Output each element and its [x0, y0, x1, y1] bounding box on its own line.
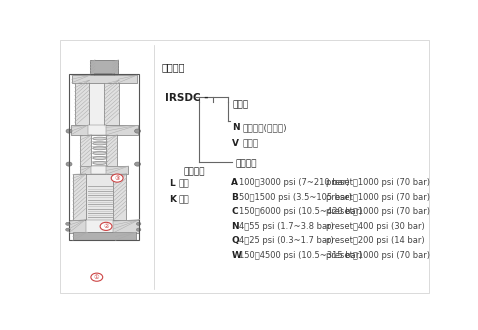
Text: 150～6000 psi (10.5~420 bar): 150～6000 psi (10.5~420 bar)	[239, 207, 362, 216]
Text: C: C	[231, 207, 238, 216]
Text: 100～3000 psi (7~210 bar): 100～3000 psi (7~210 bar)	[239, 178, 349, 187]
Bar	[73, 232, 136, 240]
Text: ②: ②	[103, 224, 109, 229]
Circle shape	[91, 273, 103, 281]
Bar	[87, 125, 106, 135]
FancyBboxPatch shape	[90, 60, 118, 74]
Ellipse shape	[93, 161, 107, 164]
Circle shape	[65, 228, 70, 231]
Text: 4～55 psi (1.7~3.8 bar): 4～55 psi (1.7~3.8 bar)	[239, 221, 334, 231]
Text: 50～1500 psi (3.5~105 bar): 50～1500 psi (3.5~105 bar)	[239, 193, 352, 202]
Bar	[86, 174, 113, 220]
Circle shape	[136, 228, 141, 231]
Text: K: K	[169, 195, 176, 204]
Bar	[113, 174, 126, 220]
Text: 150～4500 psi (10.5~315 bar): 150～4500 psi (10.5~315 bar)	[239, 250, 362, 259]
Ellipse shape	[93, 142, 107, 145]
Text: preset：1000 psi (70 bar): preset：1000 psi (70 bar)	[326, 207, 431, 216]
Text: 订货型号: 订货型号	[162, 62, 185, 73]
Circle shape	[100, 222, 112, 230]
Text: ③: ③	[114, 176, 120, 181]
Bar	[69, 219, 140, 233]
Circle shape	[65, 222, 70, 225]
Bar	[86, 219, 113, 233]
FancyBboxPatch shape	[94, 73, 114, 80]
Bar	[106, 135, 117, 167]
Circle shape	[111, 174, 123, 182]
Text: ①: ①	[94, 275, 99, 280]
Text: 丁腈橡胶(标准型): 丁腈橡胶(标准型)	[242, 123, 287, 132]
Bar	[75, 80, 89, 126]
Text: A: A	[231, 178, 238, 187]
Text: 调扭: 调扭	[178, 195, 189, 204]
Ellipse shape	[93, 152, 107, 155]
Circle shape	[135, 129, 141, 133]
Bar	[80, 135, 91, 167]
Text: 弹簧规格: 弹簧规格	[236, 159, 257, 168]
Text: 4～25 psi (0.3~1.7 bar): 4～25 psi (0.3~1.7 bar)	[239, 236, 334, 245]
Text: preset：200 psi (14 bar): preset：200 psi (14 bar)	[326, 236, 425, 245]
Text: Q: Q	[231, 236, 239, 245]
Text: IRSDC -: IRSDC -	[165, 93, 209, 103]
Circle shape	[135, 162, 141, 166]
Text: 密封件: 密封件	[232, 100, 248, 110]
Text: L: L	[169, 180, 175, 188]
Bar	[89, 80, 104, 126]
Bar	[80, 166, 128, 174]
Bar	[104, 80, 119, 126]
Circle shape	[66, 162, 72, 166]
Text: preset：400 psi (30 bar): preset：400 psi (30 bar)	[326, 221, 425, 231]
Circle shape	[136, 222, 141, 225]
Bar	[91, 166, 106, 174]
Bar	[72, 75, 137, 83]
Bar	[73, 174, 86, 220]
Circle shape	[66, 129, 72, 133]
Bar	[69, 74, 140, 240]
Bar	[71, 125, 138, 135]
Text: preset：1000 psi (70 bar): preset：1000 psi (70 bar)	[326, 250, 431, 259]
Text: 控制方式: 控制方式	[184, 168, 206, 177]
Ellipse shape	[93, 137, 107, 140]
Text: preset：1000 psi (70 bar): preset：1000 psi (70 bar)	[326, 178, 431, 187]
Text: N: N	[232, 123, 239, 132]
Text: N: N	[231, 221, 239, 231]
Text: W: W	[231, 250, 241, 259]
Ellipse shape	[93, 147, 107, 150]
Text: B: B	[231, 193, 238, 202]
Text: preset：1000 psi (70 bar): preset：1000 psi (70 bar)	[326, 193, 431, 202]
Text: 螺杆: 螺杆	[178, 180, 189, 188]
Text: V: V	[232, 139, 239, 148]
Ellipse shape	[93, 157, 107, 159]
Text: 氟橡胶: 氟橡胶	[242, 139, 259, 148]
